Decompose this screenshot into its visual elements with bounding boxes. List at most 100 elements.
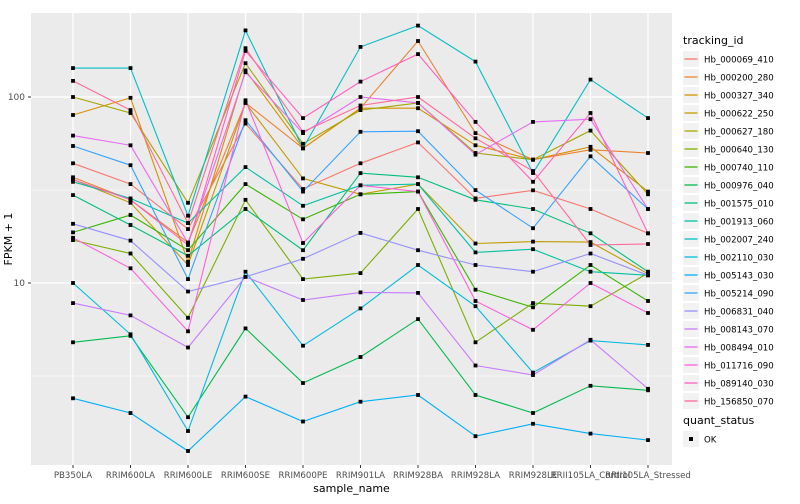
data-point [358, 183, 363, 188]
black-square-marker-icon [689, 437, 693, 441]
legend-title-quant-status: quant_status [683, 414, 755, 427]
data-point [301, 241, 305, 245]
data-point [416, 129, 420, 134]
legend-label: Hb_000200_280 [704, 74, 774, 84]
plot-panel [31, 13, 672, 465]
data-point [588, 243, 593, 247]
legend-label: Hb_008143_070 [704, 326, 774, 336]
data-point [473, 188, 478, 192]
data-point [588, 207, 593, 211]
data-point [588, 231, 593, 236]
data-point [243, 165, 248, 169]
legend-label: Hb_011716_090 [704, 362, 774, 372]
data-point [588, 281, 593, 285]
data-point [186, 243, 190, 247]
data-point [588, 304, 593, 309]
data-point [186, 415, 190, 420]
data-point [646, 151, 650, 155]
legend-item-Hb_002110_030: Hb_002110_030 [683, 249, 774, 265]
data-point [243, 182, 248, 186]
legend-item-Hb_005214_090: Hb_005214_090 [683, 285, 774, 301]
data-point [646, 438, 650, 442]
data-point [531, 269, 535, 274]
data-point [416, 39, 420, 43]
data-point [588, 337, 593, 342]
data-point [588, 269, 593, 274]
data-point [588, 117, 593, 122]
data-point [473, 59, 478, 64]
data-point [243, 70, 248, 75]
data-point [646, 231, 650, 236]
data-point [301, 129, 305, 134]
x-tick-label-RRIM600SE: RRIM600SE [221, 471, 270, 481]
data-point [416, 207, 420, 211]
data-point [646, 192, 650, 197]
data-point [128, 213, 133, 217]
data-point [301, 146, 305, 151]
data-point [186, 200, 190, 205]
data-point [186, 259, 190, 264]
data-point [243, 207, 248, 211]
x-tick-label-RRIM600PE: RRIM600PE [279, 471, 328, 481]
data-point [128, 95, 133, 100]
data-point [588, 147, 593, 152]
data-point [301, 343, 305, 348]
data-point [531, 188, 535, 193]
x-tick-label-RRII105LA_Stressed: RRII105LA_Stressed [605, 471, 691, 481]
data-point [531, 421, 535, 426]
data-point [243, 394, 248, 399]
data-point [531, 171, 535, 175]
data-point [71, 175, 75, 180]
data-point [531, 305, 535, 310]
data-point [358, 355, 363, 359]
data-point [71, 221, 75, 226]
data-point [301, 248, 305, 253]
data-point [186, 315, 190, 320]
data-point [186, 213, 190, 218]
data-point [358, 231, 363, 235]
data-point [588, 431, 593, 436]
data-point [473, 250, 478, 255]
data-point [646, 207, 650, 211]
data-point [531, 207, 535, 211]
legend-label: Hb_089140_030 [704, 380, 774, 390]
data-point [243, 98, 248, 103]
legend-label: Hb_156850_070 [704, 398, 774, 408]
data-point [646, 273, 650, 278]
data-point [243, 46, 248, 51]
data-point [473, 241, 478, 246]
data-point [531, 327, 535, 332]
data-point [243, 61, 248, 66]
data-point [243, 28, 248, 33]
legend-label: OK [704, 436, 717, 446]
data-point [646, 299, 650, 303]
data-point [473, 197, 478, 202]
data-point [301, 256, 305, 261]
data-point [588, 240, 593, 244]
data-point [128, 313, 133, 318]
legend-label: Hb_000622_250 [704, 110, 774, 120]
data-point [416, 23, 420, 28]
x-tick-label-RRIM928BA: RRIM928BA [393, 471, 443, 481]
data-point [588, 154, 593, 159]
data-point [646, 343, 650, 347]
data-point [416, 175, 420, 180]
data-point [588, 263, 593, 267]
data-point [531, 373, 535, 377]
data-point [186, 429, 190, 433]
data-point [301, 298, 305, 302]
data-point [301, 419, 305, 424]
data-point [588, 251, 593, 256]
data-point [646, 242, 650, 246]
data-point [358, 129, 363, 134]
legend-item-Hb_156850_070: Hb_156850_070 [683, 393, 774, 409]
legend-item-Hb_008143_070: Hb_008143_070 [683, 321, 774, 337]
data-point [416, 182, 420, 186]
data-point [646, 116, 650, 120]
data-point [186, 248, 190, 253]
data-point [531, 226, 535, 231]
legend-item-quant-ok: OK [683, 431, 717, 447]
data-point [416, 393, 420, 397]
data-point [416, 101, 420, 105]
